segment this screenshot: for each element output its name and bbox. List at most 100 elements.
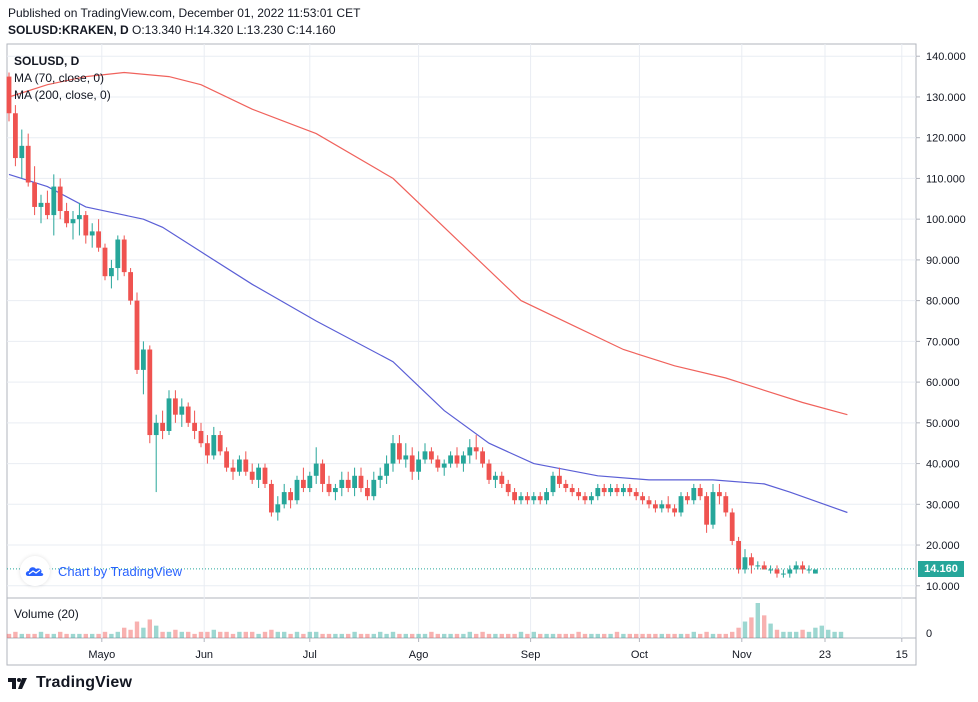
candle-body: [262, 467, 268, 484]
candle-body: [352, 475, 357, 489]
y-tick-label: 100.000: [926, 214, 966, 226]
candle: [710, 483, 716, 529]
volume-bar: [147, 619, 152, 638]
volume-bar: [480, 631, 485, 638]
candle-body: [793, 565, 799, 570]
candle: [141, 341, 146, 395]
volume-bar: [90, 633, 95, 638]
volume-bar: [64, 633, 69, 638]
volume-bar: [774, 629, 780, 638]
footer-logo[interactable]: TradingView: [8, 674, 132, 692]
volume-bar: [806, 631, 812, 638]
volume-bar: [211, 629, 216, 638]
volume-bar: [38, 631, 44, 638]
candle: [685, 492, 690, 505]
y-tick-label: 10.000: [926, 581, 960, 593]
volume-bar: [19, 633, 24, 638]
candle-body: [45, 202, 50, 216]
candle-body: [307, 475, 313, 489]
y-tick-label: 90.000: [926, 255, 960, 267]
legend-ma200[interactable]: MA (200, close, 0): [14, 88, 111, 102]
candle: [153, 414, 159, 493]
volume-bar: [333, 633, 338, 638]
candle: [480, 447, 485, 468]
candle-body: [243, 459, 249, 472]
candle: [64, 202, 69, 228]
candle-body: [685, 496, 690, 501]
x-tick-label: Mayo: [88, 649, 115, 661]
volume-bar: [531, 631, 536, 638]
candle-body: [544, 492, 549, 501]
volume-label[interactable]: Volume (20): [14, 607, 79, 621]
volume-bar: [230, 633, 236, 638]
volume-bar: [755, 603, 760, 638]
candle-body: [697, 488, 703, 497]
volume-bar: [640, 633, 645, 638]
candle: [537, 492, 543, 505]
candle: [525, 492, 530, 505]
candle: [230, 459, 236, 480]
volume-bar: [160, 631, 165, 638]
candle-body: [141, 349, 146, 370]
candle-body: [717, 492, 722, 497]
candle-body: [275, 504, 281, 513]
candle: [448, 451, 453, 468]
candle: [192, 410, 197, 440]
volume-bar: [371, 633, 376, 638]
candle: [416, 451, 421, 480]
candle-body: [358, 475, 364, 489]
volume-bar: [474, 633, 479, 638]
candle-body: [608, 488, 613, 493]
candle-body: [691, 488, 697, 501]
candle-body: [288, 492, 293, 501]
candle: [128, 268, 133, 305]
candle-body: [505, 483, 511, 493]
legend-ma70[interactable]: MA (70, close, 0): [14, 71, 105, 85]
candle-body: [531, 496, 537, 501]
volume-bar: [275, 631, 280, 638]
candle-body: [256, 467, 261, 480]
candle-body: [710, 492, 716, 525]
volume-bar: [282, 631, 287, 638]
candle-body: [569, 488, 575, 493]
volume-bar: [576, 631, 581, 638]
candle: [813, 569, 818, 574]
candle-body: [89, 231, 95, 236]
candle: [301, 467, 306, 493]
candle: [185, 402, 191, 427]
candle-body: [589, 496, 594, 501]
candle: [653, 500, 658, 513]
candle: [198, 422, 204, 448]
candle-body: [77, 215, 82, 220]
volume-bar: [826, 629, 831, 638]
symbol-name: SOLUSD:KRAKEN, D: [8, 23, 129, 37]
candle: [723, 492, 729, 517]
volume-bar: [781, 631, 786, 638]
candle-body: [166, 398, 172, 431]
y-tick-label: 50.000: [926, 418, 960, 430]
candle: [307, 471, 313, 493]
volume-bar: [122, 627, 127, 638]
candle: [409, 447, 415, 480]
candle: [665, 496, 671, 513]
volume-bar: [698, 633, 703, 638]
candle-body: [224, 451, 229, 468]
candle-body: [403, 455, 409, 460]
candle-body: [51, 186, 57, 216]
volume-bar: [422, 633, 428, 638]
candle-body: [473, 447, 479, 452]
candle: [697, 483, 703, 501]
tradingview-watermark[interactable]: Chart by TradingView: [20, 556, 182, 586]
candle-body: [134, 300, 140, 370]
candle-body: [217, 435, 223, 452]
candle-body: [211, 435, 217, 456]
volume-bar: [134, 621, 140, 638]
y-tick-label: 20.000: [926, 540, 960, 552]
y-tick-label: 40.000: [926, 459, 960, 471]
volume-bar: [237, 631, 242, 638]
volume-bar: [83, 633, 88, 638]
volume-bar: [819, 625, 824, 638]
candle: [633, 488, 639, 501]
volume-bar: [742, 621, 748, 638]
